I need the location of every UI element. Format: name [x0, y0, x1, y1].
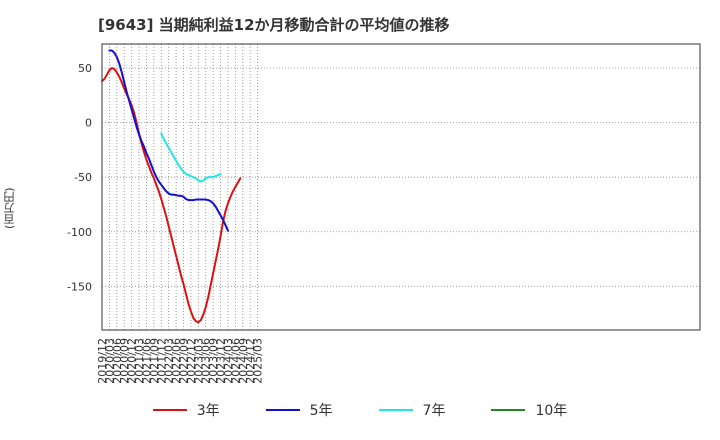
- series-line: [160, 132, 222, 183]
- x-tick-label: 2023/06: [200, 338, 213, 384]
- x-tick-label: 2023/09: [207, 338, 220, 384]
- chart-title: [9643] 当期純利益12か月移動合計の平均値の推移: [98, 16, 450, 34]
- x-tick-label: 2024/03: [222, 338, 235, 384]
- y-tick-label: -100: [67, 226, 92, 239]
- y-tick-label: 50: [78, 62, 92, 75]
- x-tick-label: 2020/06: [111, 338, 124, 384]
- x-tick-label: 2020/03: [103, 338, 116, 384]
- series-line: [108, 49, 229, 232]
- x-tick-label: 2022/03: [163, 338, 176, 384]
- legend-item: 3年: [152, 400, 220, 420]
- legend-label: 3年: [196, 403, 220, 419]
- legend-item: 10年: [491, 400, 567, 420]
- legend: 3年 5年 7年 10年: [0, 400, 720, 420]
- legend-label: 5年: [309, 403, 333, 419]
- y-tick-label: 0: [85, 117, 92, 130]
- x-tick-label: 2020/09: [118, 338, 131, 384]
- x-tick-label: 2020/12: [126, 338, 139, 384]
- y-tick-labels: 50 0 -50 -100 -150: [67, 62, 92, 293]
- x-tick-label: 2024/12: [244, 338, 257, 384]
- y-tick-label: -50: [74, 171, 92, 184]
- plot-frame: [101, 43, 701, 331]
- x-tick-label: 2025/03: [252, 338, 265, 384]
- x-tick-label: 2022/09: [178, 338, 191, 384]
- grid-layer: [102, 44, 700, 330]
- x-tick-label: 2021/03: [133, 338, 146, 384]
- x-tick-label: 2024/09: [237, 338, 250, 384]
- y-tick-label: -150: [67, 280, 92, 293]
- x-tick-label: 2023/12: [215, 338, 228, 384]
- series-line: [101, 67, 242, 324]
- legend-swatch: [265, 409, 300, 411]
- legend-item: 5年: [265, 400, 333, 420]
- legend-label: 10年: [535, 403, 568, 419]
- x-tick-label: 2019/12: [96, 338, 109, 384]
- series-layer: [101, 49, 242, 324]
- legend-item: 7年: [378, 400, 446, 420]
- x-tick-label: 2022/12: [185, 338, 198, 384]
- legend-swatch: [152, 409, 187, 411]
- x-tick-labels: 2019/122020/032020/062020/092020/122021/…: [96, 338, 265, 384]
- x-tick-label: 2022/06: [170, 338, 183, 384]
- legend-label: 7年: [422, 403, 446, 419]
- x-tick-label: 2024/06: [229, 338, 242, 384]
- x-tick-label: 2021/12: [155, 338, 168, 384]
- x-tick-label: 2021/06: [140, 338, 153, 384]
- legend-swatch: [491, 409, 526, 411]
- legend-swatch: [378, 409, 413, 411]
- x-tick-label: 2023/03: [192, 338, 205, 384]
- x-tick-label: 2021/09: [148, 338, 161, 384]
